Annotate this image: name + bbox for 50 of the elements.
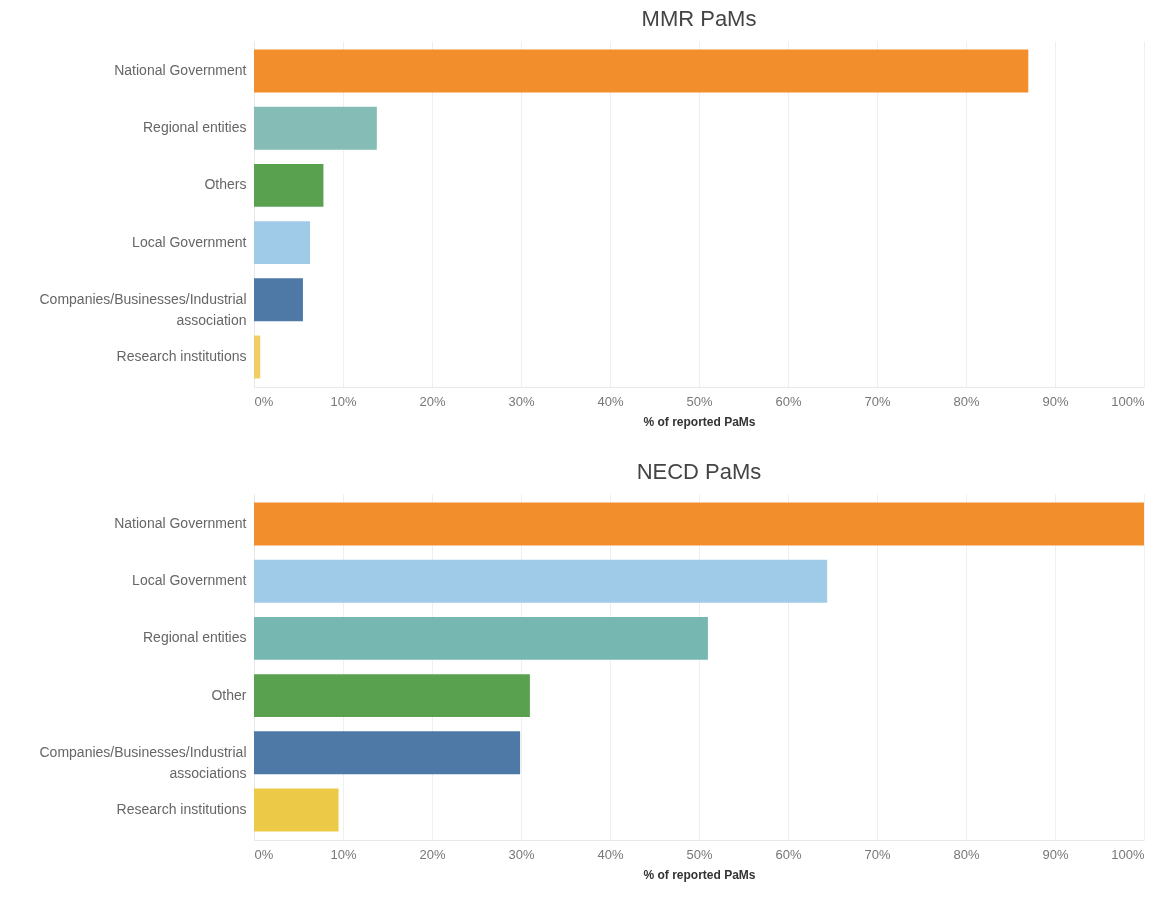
bar [254, 502, 1144, 546]
y-tick-label: Others [204, 176, 247, 193]
x-axis-title: % of reported PaMs [643, 867, 756, 882]
x-tick-label: 40% [597, 393, 624, 409]
x-tick-label: 20% [419, 393, 446, 409]
bar [254, 674, 530, 718]
x-tick-label: 100% [1111, 393, 1145, 409]
bar [254, 49, 1029, 93]
y-tick-label: Research institutions [116, 347, 247, 364]
x-tick-label: 50% [686, 846, 713, 862]
x-tick-label: 90% [1042, 846, 1069, 862]
y-tick-label: Local Government [132, 572, 247, 589]
x-tick-label: 20% [419, 846, 446, 862]
x-tick-label: 0% [254, 846, 274, 862]
x-tick-label: 60% [775, 393, 802, 409]
bar [254, 616, 708, 660]
y-tick-label: National Government [114, 62, 247, 79]
chart-title: NECD PaMs [636, 459, 762, 484]
x-tick-label: 40% [597, 846, 624, 862]
y-tick-label: Local Government [132, 233, 247, 250]
x-tick-label: 90% [1042, 393, 1069, 409]
x-tick-label: 60% [775, 846, 802, 862]
bar [254, 788, 339, 832]
x-tick-label: 30% [508, 846, 535, 862]
x-tick-label: 0% [254, 393, 274, 409]
y-tick-label: Companies/Businesses/Industrial associations [39, 743, 247, 781]
bar [254, 106, 377, 150]
x-tick-label: 50% [686, 393, 713, 409]
x-tick-label: 10% [330, 846, 357, 862]
x-tick-label: 80% [953, 393, 980, 409]
y-tick-label: Companies/Businesses/Industrial association [39, 290, 247, 328]
x-tick-label: 80% [953, 846, 980, 862]
x-axis-title: % of reported PaMs [643, 414, 756, 429]
x-tick-label: 100% [1111, 846, 1145, 862]
chart-title: MMR PaMs [641, 6, 757, 31]
x-tick-label: 70% [864, 393, 891, 409]
x-tick-label: 30% [508, 393, 535, 409]
x-tick-label: 10% [330, 393, 357, 409]
y-tick-label: National Government [114, 515, 247, 532]
bar [254, 278, 303, 322]
bar [254, 221, 311, 265]
bar [254, 559, 828, 603]
x-tick-label: 70% [864, 846, 891, 862]
bar [254, 731, 521, 775]
bar [254, 163, 324, 207]
bar [254, 335, 261, 379]
y-tick-label: Regional entities [142, 119, 247, 136]
y-tick-label: Regional entities [142, 629, 247, 646]
y-tick-label: Other [211, 686, 247, 703]
y-tick-label: Research institutions [116, 800, 247, 817]
